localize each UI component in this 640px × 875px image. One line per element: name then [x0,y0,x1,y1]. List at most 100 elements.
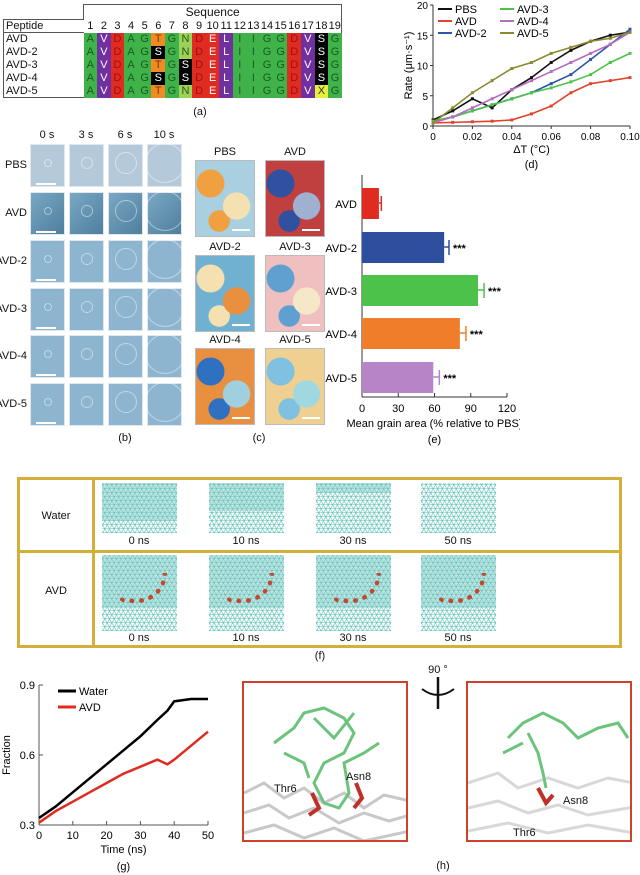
droplet-image [30,240,65,283]
ice-crystal-outline [81,157,93,169]
position-header: 7 [168,20,175,32]
residue-cell: E [205,58,220,72]
panel-label-c: (c) [252,432,266,444]
ice-crystal-outline [144,142,186,184]
data-point [470,91,474,95]
ice-crystal-outline [44,350,52,358]
scale-bar [232,324,250,326]
row-label: PBS [4,159,27,171]
rotate-arrow-icon [421,677,455,709]
y-tick-label: 20 [417,1,429,12]
position-header: 15 [274,20,287,32]
residue-cell: L [219,45,234,59]
ice-crystal-outline [44,255,52,263]
residue-cell: G [328,71,342,85]
droplet-image [30,144,65,187]
residue-cell: L [219,84,234,98]
peptide-sequence-table: Sequence Peptide 1 2 3 4 5 6 7 8 9 10 11 12 13 14 15 16 1… [3,4,343,98]
droplet-image [69,383,104,426]
residue-cell: E [205,45,220,59]
water-layer [102,483,177,521]
legend-label: AVD-3 [517,4,549,16]
residue-cell: G [273,45,288,59]
scale-bar [36,183,56,185]
peptide-row: AVD A V D A G T G N D E L I I G G D V S G [3,32,342,46]
data-point [490,97,494,101]
x-tick-label: 0.08 [581,132,601,143]
scale-bar [36,422,56,424]
residue-cell: A [83,84,98,98]
scale-bar [36,327,56,329]
data-point [589,51,593,55]
ice-crystal-outline [144,190,186,232]
scale-bar [302,417,320,419]
structure-view-front: Thr6 Asn8 [242,681,408,842]
x-tick-label: 40 [168,830,180,842]
md-snapshot-image [421,555,496,631]
peptide-row: AVD-3 A V D A G T G S D E L I I G G D V S G [3,58,342,72]
droplet-image [69,335,104,378]
droplet-image [144,238,186,283]
series-line-Water [38,697,208,820]
x-tick-label: 0.06 [541,132,561,143]
data-point [530,79,533,83]
data-point [510,118,514,122]
position-header: 10 [206,20,219,32]
residue-cell: N [178,32,193,46]
residue-cell: E [205,71,220,85]
y-axis-label: Rate (μm·s⁻¹) [403,32,415,100]
data-point [628,30,632,34]
x-tick-label: 0 [359,403,365,415]
position-header: 12 [233,20,246,32]
data-point [451,120,455,124]
ice-crystal-outline [81,205,93,217]
ice-crystal-outline [144,381,186,423]
residue-cell: G [273,71,288,85]
position-header: 6 [155,20,162,32]
residue-cell: G [165,71,179,85]
structure-view-rotated: Asn8 Thr6 [466,681,632,842]
md-snapshot-image [209,555,284,631]
peptide-structure-image [244,706,406,840]
data-point [569,80,573,84]
residue-cell: A [83,45,98,59]
ice-crystal-outline [44,398,52,406]
residue-cell: T [151,32,166,46]
data-point [628,27,632,31]
data-point [569,73,573,77]
residue-cell: I [233,58,247,72]
position-header: 13 [247,20,260,32]
residue-cell: G [137,58,152,72]
y-tick-label: 15 [417,31,429,42]
residue-label: Thr6 [274,783,297,795]
image-label: PBS [213,146,237,158]
legend-label: AVD-2 [455,28,487,40]
residue-cell: D [287,71,301,85]
residue-cell: T [151,84,166,98]
image-label: AVD-5 [279,334,311,346]
residue-cell: G [273,84,288,98]
residue-cell: S [314,32,329,46]
residue-cell: A [124,84,138,98]
significance-label: *** [453,243,467,255]
data-point [490,103,494,107]
grain-image [265,160,325,237]
md-snapshot-image [209,483,284,533]
peptide-name: AVD-3 [3,58,84,72]
x-axis-label: Time (ns) [100,844,146,856]
position-header: 8 [182,20,189,32]
position-header: 5 [141,20,148,32]
ice-crystal-outline [144,286,186,328]
residue-cell: D [192,32,206,46]
position-header: 16 [288,20,301,32]
residue-cell: D [192,45,206,59]
x-tick-label: 0.10 [620,132,640,143]
rotation-text: 90 ° [428,664,448,676]
data-point [608,42,612,46]
y-tick-label: 0.9 [20,680,35,692]
peptide-name: AVD-2 [3,45,84,59]
data-point [490,106,494,110]
bar-AVD-3 [362,275,478,306]
time-label: 10 ns [232,632,260,644]
residue-cell: G [165,84,179,98]
